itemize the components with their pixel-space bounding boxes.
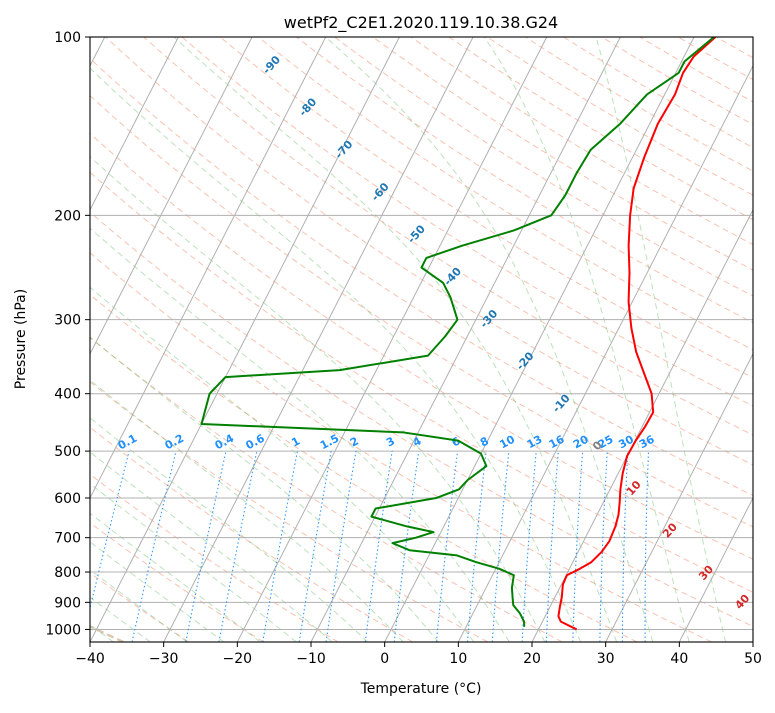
mixing-ratio-line: [325, 451, 357, 642]
dry-adiabat: [90, 252, 712, 642]
x-tick-label: −20: [223, 651, 253, 667]
x-tick-label: 10: [449, 651, 467, 667]
x-tick-label: 0: [380, 651, 389, 667]
isotherm-gridline: [384, 37, 695, 642]
x-tick-label: −40: [75, 651, 105, 667]
y-tick-label: 600: [54, 491, 81, 507]
x-tick-label: −30: [149, 651, 179, 667]
moist-adiabat: [90, 379, 404, 642]
moist-adiabat: [90, 541, 225, 642]
plot-frame: [89, 36, 754, 643]
moist-adiabat: [90, 67, 582, 642]
isotherm-gridline: [457, 64, 753, 642]
x-tick-label: 30: [597, 651, 615, 667]
mixing-ratio-line: [185, 450, 227, 642]
dry-adiabat: [90, 57, 753, 497]
moist-adiabat: [90, 286, 475, 642]
moist-adiabat: [90, 596, 151, 642]
isotherm-gridline: [236, 37, 548, 642]
dry-adiabat: [90, 211, 753, 627]
y-tick-label: 1000: [45, 622, 81, 638]
isotherm-gridline: [163, 37, 474, 642]
moist-adiabat: [90, 417, 369, 642]
y-tick-label: 100: [54, 30, 81, 46]
mixing-ratio-label: 16: [547, 433, 567, 452]
moist-adiabat: [90, 227, 510, 642]
x-axis-label: Temperature (°C): [360, 681, 482, 697]
moist-adiabat: [90, 156, 546, 642]
y-tick-label: 300: [54, 313, 81, 329]
mixing-ratio-label: 36: [637, 433, 657, 452]
dewpoint-profile-line: [200, 37, 715, 627]
isotherm-gridline: [90, 37, 400, 642]
moist-adiabat: [325, 37, 654, 642]
isotherm-gridline: [90, 37, 179, 211]
moist-adiabat: [90, 482, 297, 642]
y-tick-label: 200: [54, 208, 81, 224]
mixing-ratio-line: [435, 451, 459, 642]
mixing-ratio-label: 25: [596, 433, 616, 452]
moist-adiabat: [90, 451, 333, 642]
mixing-ratio-line: [218, 450, 258, 642]
x-tick-label: −10: [296, 651, 326, 667]
isotherm-gridline: [678, 496, 753, 642]
dry-adiabat: [219, 37, 753, 379]
y-tick-label: 800: [54, 565, 81, 581]
mixing-ratio-line: [364, 451, 393, 642]
mixing-ratio-line: [262, 450, 298, 642]
isotherm-gridline: [90, 37, 327, 500]
isotherm-gridline: [531, 208, 753, 642]
x-tick-label: 50: [744, 651, 762, 667]
y-tick-label: 900: [54, 595, 81, 611]
moist-adiabat: [90, 569, 188, 642]
mixing-ratio-label: 10: [497, 433, 517, 452]
dry-adiabat: [90, 94, 753, 528]
dry-adiabat: [296, 37, 753, 324]
chart-title: wetPf2_C2E1.2020.119.10.38.G24: [284, 13, 558, 33]
dry-adiabat: [90, 171, 753, 593]
moist-adiabat: [483, 37, 690, 642]
dry-adiabat: [334, 37, 753, 297]
temperature-profile-line: [557, 37, 717, 631]
y-tick-label: 700: [54, 531, 81, 547]
dry-adiabat: [257, 37, 753, 351]
mixing-ratio-line: [298, 451, 332, 642]
dry-adiabat: [90, 294, 638, 642]
y-tick-label: 500: [54, 444, 81, 460]
x-tick-label: 40: [670, 651, 688, 667]
x-tick-label: 20: [523, 651, 541, 667]
y-axis-label: Pressure (hPa): [13, 289, 29, 389]
mixing-ratio-line: [131, 450, 177, 642]
isotherm-gridline: [90, 37, 253, 356]
isotherm-gridline: [310, 37, 621, 642]
moist-adiabat: [90, 336, 439, 642]
dry-adiabat: [90, 132, 753, 560]
dry-adiabat: [90, 426, 414, 642]
y-tick-label: 400: [54, 387, 81, 403]
mixing-ratio-label: 13: [525, 433, 545, 452]
isotherm-gridline: [605, 352, 753, 642]
mixing-ratio-line: [393, 451, 420, 642]
mixing-ratio-label: 20: [571, 433, 591, 452]
dry-adiabat: [181, 37, 753, 407]
moist-adiabat: [173, 37, 618, 642]
moist-adiabat: [595, 37, 727, 642]
